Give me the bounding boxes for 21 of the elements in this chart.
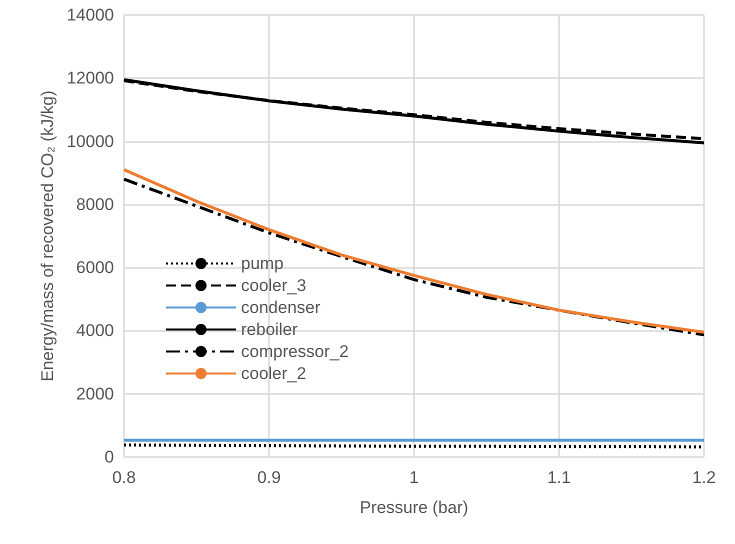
legend-label: compressor_2 (241, 342, 349, 361)
legend-label: condenser (241, 298, 321, 317)
legend-label: cooler_2 (241, 364, 306, 383)
y-tick-label: 10000 (66, 132, 114, 151)
x-tick-label: 1.2 (692, 468, 716, 487)
y-tick-label: 4000 (76, 321, 114, 340)
x-tick-label: 1 (409, 468, 419, 487)
x-tick-label: 0.9 (257, 468, 281, 487)
y-tick-label: 0 (104, 448, 114, 466)
legend-label: cooler_3 (241, 276, 306, 295)
y-tick-label: 12000 (66, 68, 114, 88)
y-axis-title: Energy/mass of recovered CO₂ (kJ/kg) (38, 90, 57, 382)
y-tick-label: 14000 (66, 6, 114, 24)
legend-label: reboiler (241, 320, 298, 339)
legend-label: pump (241, 254, 284, 273)
x-axis-title: Pressure (bar) (360, 498, 468, 517)
y-tick-label: 8000 (76, 194, 114, 214)
x-tick-label: 0.8 (112, 468, 136, 487)
x-tick-label: 1.1 (547, 468, 571, 487)
y-tick-label: 6000 (76, 258, 114, 278)
y-tick-label: 2000 (76, 384, 114, 404)
